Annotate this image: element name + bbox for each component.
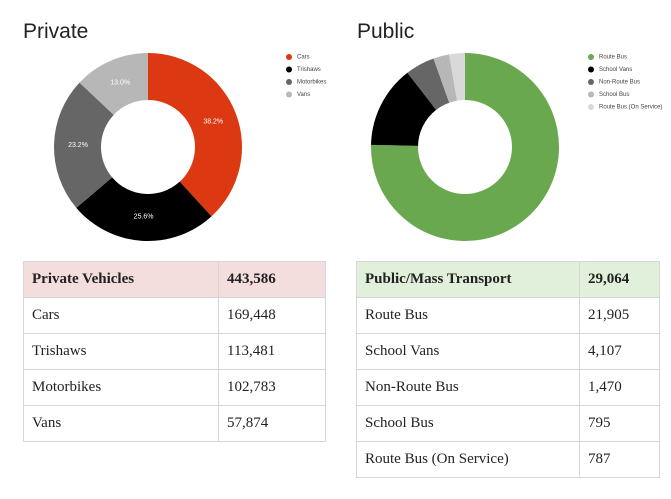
legend-swatch-vans xyxy=(286,91,292,98)
data-label-trishaws: 25.6% xyxy=(134,214,154,221)
row-value: 169,448 xyxy=(218,297,326,334)
header-label: Private Vehicles xyxy=(23,261,219,298)
table-row: Route Bus (On Service) 787 xyxy=(356,441,660,478)
header-value: 443,586 xyxy=(218,261,326,298)
table-row: Cars 169,448 xyxy=(23,297,326,334)
public-transport-table: Public/Mass Transport 29,064 Route Bus 2… xyxy=(356,261,660,478)
row-label: Non-Route Bus xyxy=(356,369,580,406)
legend-label-route-bus-on-service: Route Bus (On Service) xyxy=(599,105,662,111)
chart-title-public: Public xyxy=(357,20,415,43)
table-row: Motorbikes 102,783 xyxy=(23,369,326,406)
legend-swatch-trishaws xyxy=(286,66,292,73)
slice-trishaws xyxy=(76,177,212,241)
table-header-row: Public/Mass Transport 29,064 xyxy=(356,261,660,298)
legend-label-trishaws: Trishaws xyxy=(297,67,321,73)
data-label-motorbikes: 23.2% xyxy=(68,142,88,149)
slice-route-bus-on-service xyxy=(449,53,465,101)
row-label: Route Bus xyxy=(356,297,580,334)
header-label: Public/Mass Transport xyxy=(356,261,580,298)
row-value: 57,874 xyxy=(218,405,326,442)
table-row: Trishaws 113,481 xyxy=(23,333,326,370)
table-row: Non-Route Bus 1,470 xyxy=(356,369,660,406)
row-value: 787 xyxy=(579,441,660,478)
table-row: Route Bus 21,905 xyxy=(356,297,660,334)
legend-label-non-route-bus: Non-Route Bus xyxy=(599,80,640,86)
header-value: 29,064 xyxy=(579,261,660,298)
donut-chart-public: Route Bus School Vans Non-Route Bus School … xyxy=(371,53,662,242)
legend-label-route-bus: Route Bus xyxy=(599,55,627,61)
donut-chart-private: 38.2% 25.6% 23.2% 13.0% Cars Trishaws Motorbik… xyxy=(53,53,326,241)
row-label: Vans xyxy=(23,405,219,442)
legend-swatch-route-bus-on-service xyxy=(588,104,594,110)
row-value: 113,481 xyxy=(218,333,326,370)
table-row: Vans 57,874 xyxy=(23,405,326,442)
legend-swatch-motorbikes xyxy=(286,79,292,85)
row-label: School Vans xyxy=(356,333,580,370)
slice-non-route-bus xyxy=(407,58,450,110)
row-label: Cars xyxy=(23,297,219,334)
legend-swatch-cars xyxy=(286,54,292,60)
data-label-vans: 13.0% xyxy=(110,80,130,87)
legend-swatch-school-vans xyxy=(588,66,594,73)
row-value: 4,107 xyxy=(579,333,660,370)
legend-label-school-vans: School Vans xyxy=(599,67,632,73)
row-label: Trishaws xyxy=(23,333,219,370)
row-value: 21,905 xyxy=(579,297,660,334)
chart-title-private: Private xyxy=(23,20,89,43)
row-value: 795 xyxy=(579,405,660,442)
private-vehicles-table: Private Vehicles 443,586 Cars 169,448 Tr… xyxy=(23,261,326,442)
legend-swatch-school-bus xyxy=(588,91,594,98)
row-label: Motorbikes xyxy=(23,369,219,406)
table-row: School Vans 4,107 xyxy=(356,333,660,370)
legend-swatch-non-route-bus xyxy=(588,79,594,85)
slice-route-bus xyxy=(371,53,559,242)
row-value: 1,470 xyxy=(579,369,660,406)
row-label: School Bus xyxy=(356,405,580,442)
legend-swatch-route-bus xyxy=(588,54,594,60)
data-label-cars: 38.2% xyxy=(203,118,223,125)
row-value: 102,783 xyxy=(218,369,326,406)
slice-motorbikes xyxy=(53,82,114,208)
row-label: Route Bus (On Service) xyxy=(356,441,580,478)
table-row: School Bus 795 xyxy=(356,405,660,442)
slice-school-vans xyxy=(371,72,437,146)
legend-label-school-bus: School Bus xyxy=(599,92,629,98)
legend-label-cars: Cars xyxy=(297,55,310,61)
slice-cars xyxy=(148,53,242,217)
legend-label-motorbikes: Motorbikes xyxy=(297,80,326,86)
table-header-row: Private Vehicles 443,586 xyxy=(23,261,326,298)
legend-label-vans: Vans xyxy=(297,92,310,98)
slice-vans xyxy=(79,53,148,115)
slice-school-bus xyxy=(433,54,458,103)
